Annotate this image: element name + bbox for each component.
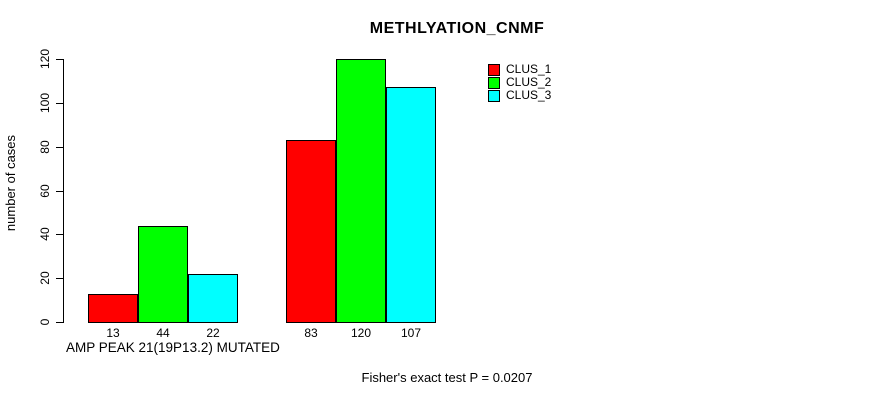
bar-clus_1-group1 xyxy=(88,294,138,323)
legend-swatch-clus-2 xyxy=(488,76,500,89)
bar-clus_3-group2 xyxy=(386,87,436,323)
y-tick xyxy=(56,234,64,235)
y-tick xyxy=(56,103,64,104)
legend-swatch-clus-1 xyxy=(488,63,500,76)
legend-item: CLUS_1 xyxy=(488,63,551,76)
y-axis-title: number of cases xyxy=(3,134,18,232)
bar-value-label: 22 xyxy=(206,326,220,340)
y-tick xyxy=(56,59,64,60)
legend: CLUS_1 CLUS_2 CLUS_3 xyxy=(488,63,551,102)
legend-label: CLUS_3 xyxy=(506,88,552,102)
bar-value-label: 83 xyxy=(304,326,318,340)
bar-clus_1-group2 xyxy=(286,140,336,323)
bar-clus_2-group1 xyxy=(138,226,188,323)
y-tick-label: 20 xyxy=(38,271,52,285)
legend-item: CLUS_3 xyxy=(488,89,551,102)
bar-value-label: 44 xyxy=(156,326,170,340)
bar-value-label: 120 xyxy=(350,326,372,340)
x-axis-group-label: AMP PEAK 21(19P13.2) MUTATED xyxy=(66,340,280,355)
y-tick-label: 120 xyxy=(38,48,52,70)
y-tick xyxy=(56,278,64,279)
bar-value-label: 13 xyxy=(106,326,120,340)
y-tick xyxy=(56,191,64,192)
y-tick-label: 60 xyxy=(38,184,52,198)
y-tick-label: 40 xyxy=(38,227,52,241)
y-tick-label: 0 xyxy=(38,318,52,326)
y-tick xyxy=(56,322,64,323)
legend-label: CLUS_1 xyxy=(506,62,552,76)
bar-value-label: 107 xyxy=(400,326,422,340)
legend-item: CLUS_2 xyxy=(488,76,551,89)
legend-label: CLUS_2 xyxy=(506,75,552,89)
bar-clus_2-group2 xyxy=(336,59,386,323)
footer-stat-note: Fisher's exact test P = 0.0207 xyxy=(361,370,533,385)
y-tick-label: 80 xyxy=(38,140,52,154)
legend-swatch-clus-3 xyxy=(488,89,500,102)
y-tick-label: 100 xyxy=(38,92,52,114)
bar-clus_3-group1 xyxy=(188,274,238,323)
chart-title: METHLYATION_CNMF xyxy=(369,20,545,37)
y-tick xyxy=(56,147,64,148)
